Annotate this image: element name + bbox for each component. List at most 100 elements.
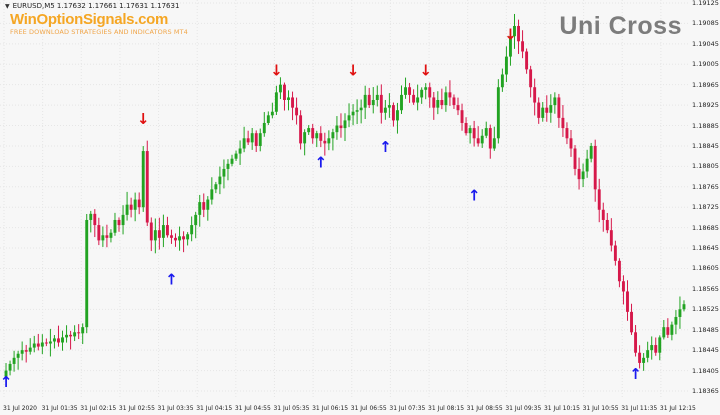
bull-candle — [133, 199, 137, 210]
bull-candle — [504, 56, 508, 75]
bear-candle — [299, 115, 303, 144]
bull-candle — [400, 94, 403, 111]
bull-candle — [682, 304, 686, 310]
bear-candle — [472, 128, 476, 139]
bull-candle — [662, 327, 666, 338]
bull-candle — [646, 350, 650, 358]
bull-candle — [28, 347, 32, 352]
price-tick-label: 1.18645 — [692, 244, 719, 253]
bull-candle — [387, 105, 391, 108]
price-tick-label: 1.19085 — [692, 19, 719, 28]
bull-candle — [347, 115, 351, 121]
bear-candle — [129, 204, 133, 210]
time-tick-label: 31 Jul 2020 — [3, 405, 37, 412]
bull-candle — [234, 153, 238, 159]
bull-candle — [307, 128, 311, 133]
bull-candle — [61, 337, 64, 343]
brand-title: WinOptionSignals.com — [10, 11, 169, 28]
bull-candle — [541, 107, 545, 118]
brand-subtitle: FREE DOWNLOAD STRATEGIES AND INDICATORS … — [10, 28, 188, 36]
bear-candle — [621, 281, 625, 292]
bull-candle — [383, 107, 387, 113]
bull-candle — [226, 163, 230, 169]
time-tick-label: 31 Jul 06:55 — [350, 405, 387, 412]
sell-arrow-icon: ↓ — [419, 61, 432, 79]
bull-candle — [274, 92, 278, 112]
bull-candle — [242, 138, 246, 149]
bull-candle — [20, 350, 24, 354]
bull-candle — [161, 225, 165, 238]
bull-candle — [674, 316, 678, 325]
bear-candle — [432, 97, 436, 108]
time-tick-label: 31 Jul 10:55 — [582, 405, 619, 412]
price-axis[interactable]: 1.19125 1.19085 1.19045 1.19005 1.18965 1.189… — [688, 0, 720, 415]
bear-candle — [529, 69, 533, 88]
bull-candle — [109, 232, 113, 238]
buy-arrow-icon: ↑ — [165, 271, 178, 289]
bull-candle — [194, 214, 198, 226]
bull-candle — [141, 151, 145, 208]
bear-candle — [609, 230, 613, 246]
bull-candle — [468, 128, 472, 134]
time-tick-label: 31 Jul 11:35 — [621, 405, 658, 412]
bull-candle — [404, 87, 407, 95]
bear-candle — [202, 202, 206, 210]
time-tick-label: 31 Jul 04:55 — [234, 405, 271, 412]
time-tick-label: 31 Jul 05:35 — [273, 405, 310, 412]
buy-arrow-icon: ↑ — [379, 138, 392, 156]
price-tick-label: 1.18925 — [692, 101, 719, 110]
bear-candle — [476, 138, 480, 144]
bull-candle — [250, 133, 254, 143]
bear-candle — [69, 334, 73, 337]
bear-candle — [117, 219, 121, 226]
buy-arrow-icon: ↑ — [0, 373, 12, 391]
bull-candle — [396, 110, 399, 121]
bear-candle — [597, 189, 601, 210]
buy-arrow-icon: ↑ — [629, 365, 642, 383]
bull-candle — [416, 97, 420, 103]
bear-candle — [254, 133, 258, 146]
bear-candle — [464, 122, 468, 134]
bear-candle — [440, 100, 444, 106]
bull-candle — [266, 115, 270, 123]
bull-candle — [270, 111, 274, 116]
bull-candle — [642, 357, 646, 363]
bear-candle — [174, 237, 177, 241]
bear-candle — [246, 138, 250, 143]
sell-arrow-icon: ↓ — [137, 110, 150, 128]
bull-candle — [65, 334, 69, 338]
bull-candle — [101, 235, 105, 241]
bull-candle — [218, 176, 222, 185]
price-tick-label: 1.18605 — [692, 264, 719, 273]
bull-candle — [351, 111, 355, 116]
bear-candle — [533, 87, 537, 103]
bear-candle — [666, 327, 670, 335]
price-tick-label: 1.18445 — [692, 346, 719, 355]
time-tick-label: 31 Jul 07:35 — [389, 405, 426, 412]
bull-candle — [52, 338, 56, 342]
bull-candle — [678, 309, 682, 317]
price-tick-label: 1.19005 — [692, 60, 719, 69]
bear-candle — [521, 41, 525, 52]
bull-candle — [513, 25, 516, 37]
bull-candle — [480, 135, 484, 144]
price-tick-label: 1.18805 — [692, 162, 719, 171]
bear-candle — [339, 125, 343, 129]
bear-candle — [565, 128, 569, 139]
bear-candle — [319, 133, 323, 141]
bear-candle — [295, 107, 299, 116]
bull-candle — [581, 171, 585, 180]
bear-candle — [93, 213, 97, 226]
bear-candle — [24, 350, 28, 352]
price-tick-label: 1.18765 — [692, 182, 719, 191]
bull-candle — [73, 332, 77, 337]
bull-candle — [363, 94, 367, 108]
time-tick-label: 31 Jul 06:15 — [312, 405, 349, 412]
time-tick-label: 31 Jul 02:55 — [118, 405, 155, 412]
buy-arrow-icon: ↑ — [468, 186, 481, 204]
bull-candle — [371, 100, 375, 106]
candlestick-plot[interactable]: ↑ ↑ ↑ ↑ ↑ ↑ ↓ ↓ ↓ ↓ ↓ — [0, 0, 688, 399]
time-tick-label: 31 Jul 01:35 — [41, 405, 78, 412]
bull-candle — [16, 353, 20, 358]
